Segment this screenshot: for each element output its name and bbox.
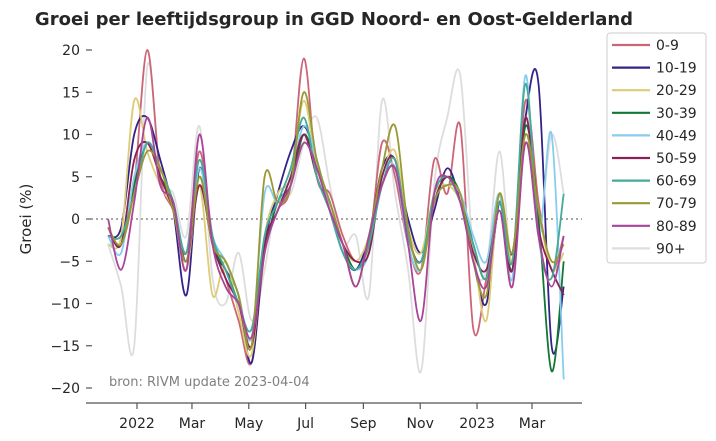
x-tick-label: May: [234, 416, 263, 432]
legend: 0-9 10-19 20-29 30-39 40-49 50-59 60-69 70-79 80…: [606, 32, 707, 264]
y-tick-label: 0: [71, 212, 80, 228]
legend-label: 80-89: [656, 219, 697, 235]
y-tick-label: −10: [50, 297, 80, 313]
y-tick-label: 15: [62, 85, 80, 101]
legend-label: 60-69: [656, 174, 697, 190]
legend-label: 90+: [656, 241, 686, 257]
x-tick-label: Jul: [296, 416, 314, 432]
series-line-30-39: [107, 124, 565, 373]
x-tick-label: Nov: [407, 416, 434, 432]
legend-label: 20-29: [656, 83, 697, 99]
y-tick-label: 10: [62, 128, 80, 144]
legend-label: 50-59: [656, 151, 697, 167]
legend-label: 70-79: [656, 196, 697, 212]
x-tick-label: 2022: [119, 416, 155, 432]
y-tick-label: 5: [71, 170, 80, 186]
source-annotation: bron: RIVM update 2023-04-04: [109, 375, 310, 390]
x-tick-label: Mar: [519, 416, 546, 432]
x-tick-label: 2023: [459, 416, 495, 432]
x-tick-label: Mar: [179, 416, 206, 432]
y-axis-label: Groei (%): [17, 184, 35, 255]
series-line-90+: [107, 61, 565, 374]
y-tick-label: 20: [62, 43, 80, 59]
legend-label: 0-9: [656, 38, 679, 54]
x-tick-label: Sep: [350, 416, 377, 432]
legend-label: 30-39: [656, 106, 697, 122]
series-line-60-69: [107, 82, 565, 333]
legend-label: 40-49: [656, 128, 697, 144]
chart-title: Groei per leeftijdsgroup in GGD Noord- e…: [35, 9, 633, 30]
y-tick-label: −20: [50, 381, 80, 397]
y-tick-label: −5: [59, 254, 80, 270]
series-line-80-89: [107, 116, 565, 340]
y-tick-label: −15: [50, 339, 80, 355]
legend-label: 10-19: [656, 61, 697, 77]
